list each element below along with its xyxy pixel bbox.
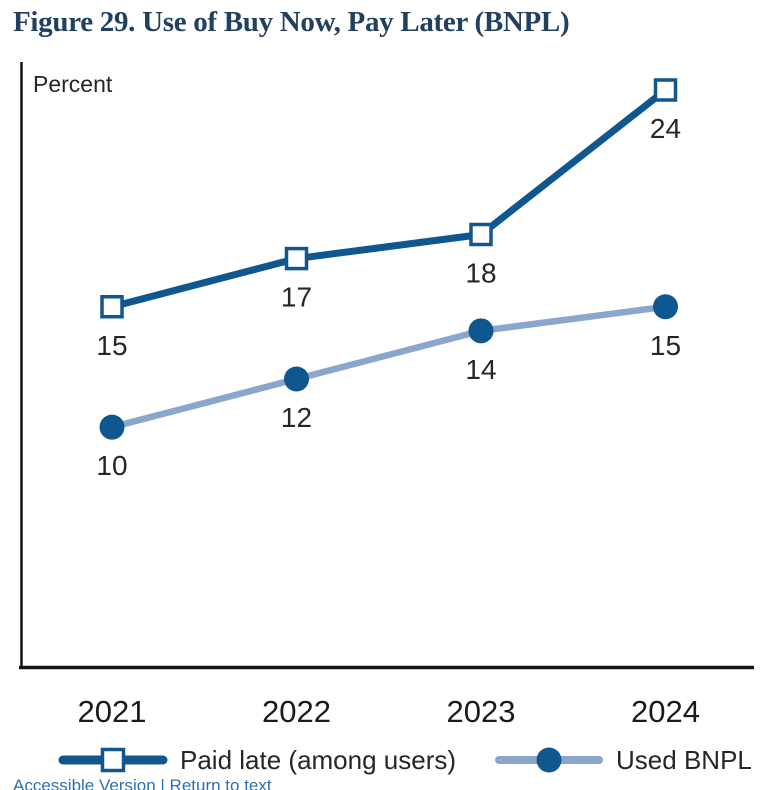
- svg-text:12: 12: [281, 402, 312, 433]
- legend-label-paid-late: Paid late (among users): [180, 744, 457, 775]
- used-bnpl-line-circle-swatch-icon: [495, 747, 604, 773]
- svg-text:Percent: Percent: [33, 71, 113, 97]
- legend-item-used-bnpl: Used BNPL: [494, 744, 752, 776]
- svg-text:17: 17: [281, 282, 312, 313]
- bnpl-line-chart-canvas: Percent 15 17 18 24 10 12 14 15 2021 2022 2023 2024: [19, 62, 754, 729]
- svg-text:2023: 2023: [447, 694, 516, 729]
- figure-title: Figure 29. Use of Buy Now, Pay Later (BN…: [13, 6, 570, 38]
- svg-text:2024: 2024: [631, 694, 700, 729]
- paid-late-line-square-swatch-icon: [58, 747, 168, 773]
- chart-legend: Paid late (among users) Used BNPL: [58, 744, 752, 776]
- svg-text:14: 14: [465, 354, 496, 385]
- svg-text:10: 10: [96, 450, 127, 481]
- accessible-version-link[interactable]: Accessible Version | Return to text: [13, 776, 272, 790]
- svg-text:15: 15: [650, 330, 681, 361]
- svg-text:24: 24: [650, 113, 681, 144]
- legend-label-used-bnpl: Used BNPL: [616, 744, 752, 775]
- svg-text:2022: 2022: [262, 694, 331, 729]
- svg-text:18: 18: [465, 258, 496, 289]
- svg-text:2021: 2021: [78, 694, 147, 729]
- svg-text:15: 15: [96, 330, 127, 361]
- legend-item-paid-late: Paid late (among users): [58, 744, 456, 776]
